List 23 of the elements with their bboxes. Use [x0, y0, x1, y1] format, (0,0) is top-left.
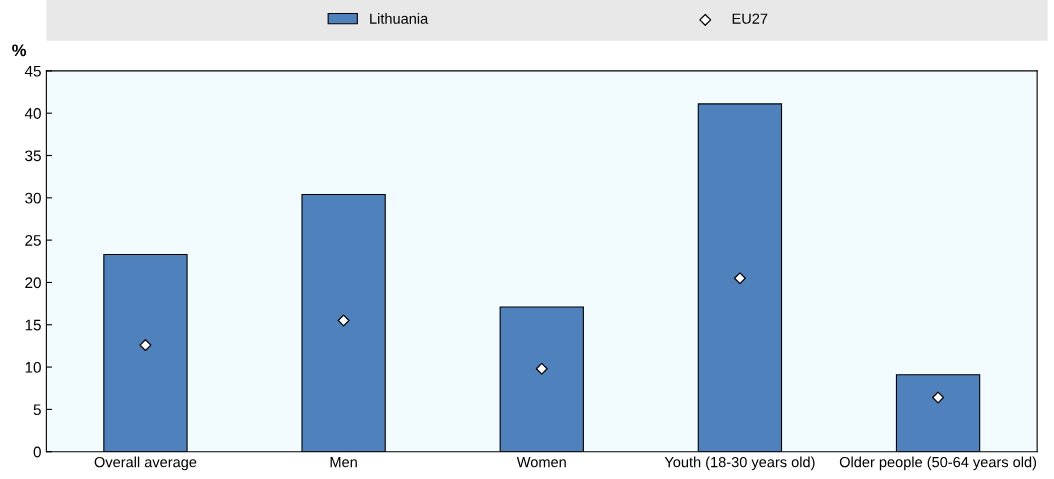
legend-label: Lithuania: [370, 13, 429, 24]
y-tick-label: 40: [24, 108, 41, 119]
point: [535, 362, 548, 375]
point: [733, 272, 746, 285]
y-tick-label: 5: [33, 404, 41, 416]
x-tick-label: Overall average: [94, 456, 197, 471]
y-tick-label: 30: [25, 192, 41, 204]
y-tick-label: 15: [25, 319, 41, 331]
y-tick-label: 25: [25, 235, 41, 246]
legend-label: EU27: [732, 13, 768, 24]
point: [139, 339, 152, 352]
x-tick-label: Men: [330, 457, 357, 468]
y-axis-title: %: [12, 44, 27, 57]
y-tick-label: 35: [25, 150, 41, 162]
point: [337, 314, 350, 327]
y-tick-label: 20: [25, 277, 41, 289]
y-tick-label: 45: [24, 65, 41, 77]
point: [932, 391, 945, 404]
y-tick-label: 0: [33, 446, 41, 458]
x-tick-label: Older people (50-64 years old): [839, 456, 1037, 471]
y-tick-label: 10: [25, 361, 41, 373]
x-tick-label: Youth (18-30 years old): [664, 456, 815, 471]
x-tick-label: Women: [516, 457, 566, 468]
